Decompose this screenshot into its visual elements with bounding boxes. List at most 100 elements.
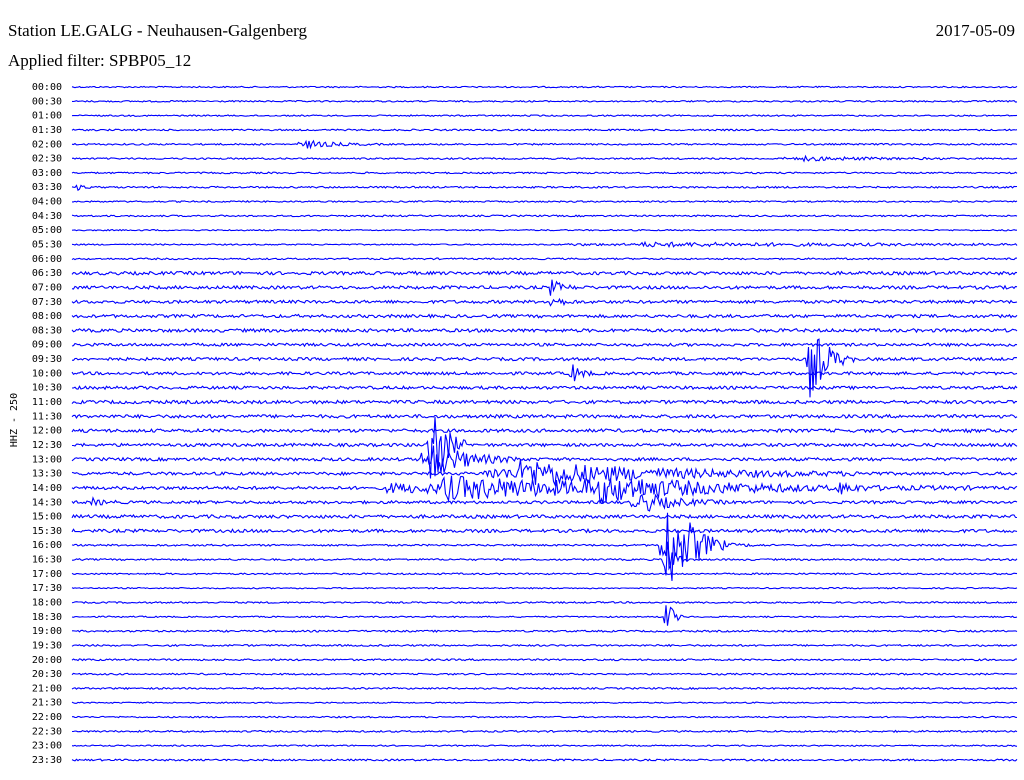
trace: [71, 493, 1018, 512]
trace: [71, 512, 1018, 581]
trace: [71, 171, 1018, 175]
date: 2017-05-09: [936, 21, 1015, 40]
trace: [71, 701, 1017, 704]
time-label: 19:30: [32, 640, 62, 651]
time-label: 18:30: [32, 612, 62, 623]
time-label: 21:00: [32, 683, 62, 694]
trace: [72, 200, 1018, 204]
time-label: 08:30: [32, 325, 62, 336]
time-label: 12:30: [32, 440, 62, 451]
trace: [71, 399, 1018, 405]
trace: [71, 313, 1018, 319]
trace: [72, 729, 1018, 733]
trace: [71, 413, 1018, 420]
time-label: 04:30: [32, 211, 62, 222]
trace: [71, 643, 1018, 648]
trace: [71, 99, 1018, 103]
time-label: 16:30: [32, 555, 62, 566]
trace: [71, 338, 1018, 398]
time-label: 19:00: [32, 626, 62, 637]
time-label: 02:30: [32, 154, 62, 165]
trace: [72, 629, 1018, 633]
time-label: 01:30: [32, 125, 62, 136]
trace: [71, 327, 1018, 334]
time-label: 03:30: [32, 182, 62, 193]
time-label: 07:30: [32, 297, 62, 308]
time-label: 11:30: [32, 411, 62, 422]
time-label: 23:30: [32, 755, 62, 766]
time-label: 03:00: [32, 168, 62, 179]
time-label: 15:30: [32, 526, 62, 537]
trace: [71, 279, 1018, 296]
time-label: 14:00: [32, 483, 62, 494]
trace: [71, 758, 1018, 762]
time-label: 22:00: [32, 712, 62, 723]
trace: [71, 270, 1018, 276]
time-label: 05:30: [32, 240, 62, 251]
time-label: 05:00: [32, 225, 62, 236]
time-label: 21:30: [32, 698, 62, 709]
time-label: 08:00: [32, 311, 62, 322]
trace: [71, 154, 1018, 163]
time-label: 16:00: [32, 540, 62, 551]
time-label: 02:00: [32, 139, 62, 150]
trace: [71, 586, 1018, 590]
trace: [71, 528, 1018, 534]
time-label: 09:30: [32, 354, 62, 365]
time-label: 07:00: [32, 282, 62, 293]
trace: [71, 128, 1018, 132]
trace: [71, 605, 1018, 626]
trace: [71, 572, 1018, 576]
time-label: 20:00: [32, 655, 62, 666]
trace: [71, 475, 1018, 504]
trace: [72, 416, 1018, 479]
time-label: 13:30: [32, 469, 62, 480]
time-label: 17:00: [32, 569, 62, 580]
trace: [72, 715, 1018, 719]
time-label: 06:30: [32, 268, 62, 279]
trace: [71, 139, 1018, 150]
trace: [72, 541, 1018, 576]
trace: [71, 686, 1018, 690]
trace: [71, 257, 1018, 261]
time-label: 01:00: [32, 111, 62, 122]
trace: [71, 445, 1018, 477]
trace: [72, 385, 1018, 391]
trace: [71, 342, 1018, 348]
time-label: 00:00: [32, 82, 62, 93]
time-label: 09:00: [32, 340, 62, 351]
time-label: 20:30: [32, 669, 62, 680]
time-label: 13:00: [32, 454, 62, 465]
trace: [71, 744, 1018, 747]
axis-label: HHZ - 250: [9, 393, 20, 447]
trace: [71, 184, 1018, 192]
time-label: 17:30: [32, 583, 62, 594]
time-label: 22:30: [32, 726, 62, 737]
trace: [71, 672, 1018, 676]
time-label: 18:00: [32, 597, 62, 608]
trace: [71, 114, 1018, 117]
time-label: 10:30: [32, 383, 62, 394]
trace: [71, 364, 1018, 382]
time-label: 15:00: [32, 512, 62, 523]
trace: [71, 600, 1018, 605]
time-label: 11:00: [32, 397, 62, 408]
trace: [71, 513, 1018, 520]
time-label: 14:30: [32, 497, 62, 508]
trace: [71, 297, 1018, 307]
time-label: 23:00: [32, 741, 62, 752]
time-label: 00:30: [32, 96, 62, 107]
trace: [71, 240, 1018, 249]
trace: [71, 658, 1017, 662]
time-label: 04:00: [32, 197, 62, 208]
trace: [71, 228, 1017, 232]
trace: [71, 85, 1018, 89]
trace: [71, 459, 1018, 487]
time-label: 12:00: [32, 426, 62, 437]
station-title: Station LE.GALG - Neuhausen-Galgenberg: [8, 21, 307, 40]
time-label: 06:00: [32, 254, 62, 265]
filter-label: Applied filter: SPBP05_12: [8, 51, 191, 70]
trace: [71, 427, 1018, 434]
